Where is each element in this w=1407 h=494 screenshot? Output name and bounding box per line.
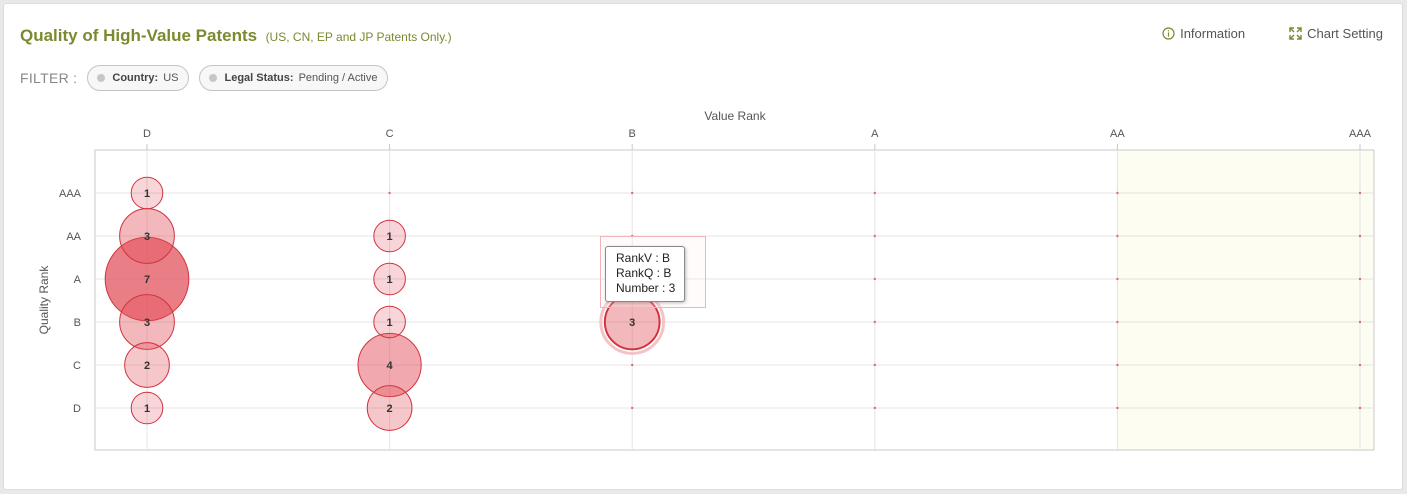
bubble-label: 1 [144, 403, 150, 415]
empty-cell-marker [631, 191, 634, 195]
empty-cell-marker [873, 406, 876, 410]
empty-cell-marker [1358, 234, 1362, 238]
x-tick-label: B [629, 128, 636, 140]
empty-cell-marker [1116, 234, 1119, 238]
chart-title: Quality of High-Value Patents [20, 26, 258, 45]
x-tick-label: AA [1110, 128, 1125, 140]
empty-cell-marker [1116, 406, 1119, 410]
plot-frame [94, 149, 1375, 451]
x-tick-label: C [386, 128, 394, 140]
empty-cell-marker [1358, 277, 1362, 281]
country-filter-value: US [163, 72, 179, 84]
chart-setting-button[interactable]: Chart Setting [1289, 26, 1383, 41]
bubble-label: 2 [144, 360, 150, 372]
bubble-label: 7 [144, 274, 150, 286]
dot-icon [97, 74, 106, 82]
bubble[interactable] [373, 262, 406, 296]
country-filter-key: Country: [112, 72, 159, 84]
empty-cell-marker [1116, 363, 1119, 367]
information-button[interactable]: Information [1162, 26, 1245, 41]
x-axis-title: Value Rank [704, 109, 766, 123]
empty-cell-marker [1358, 191, 1362, 195]
empty-cell-marker [1358, 363, 1362, 367]
empty-cell-marker [631, 363, 634, 367]
empty-cell-marker [1116, 191, 1119, 195]
empty-cell-marker [873, 234, 876, 238]
y-tick-label: D [73, 403, 81, 415]
bubble[interactable] [124, 342, 170, 388]
bubble-label: 3 [629, 317, 635, 329]
filter-label: FILTER : [20, 70, 78, 86]
bubble-label: 4 [387, 360, 394, 372]
x-tick-label: D [143, 128, 151, 140]
empty-cell-marker [1358, 406, 1362, 410]
y-tick-label: B [74, 317, 81, 329]
chart-title-row: Quality of High-Value Patents (US, CN, E… [20, 26, 452, 46]
chart-tooltip: RankV : B RankQ : B Number : 3 [605, 246, 686, 302]
bubble-label: 2 [387, 403, 393, 415]
bubble[interactable] [130, 391, 164, 425]
bubble[interactable] [366, 385, 413, 431]
chart-subtitle: (US, CN, EP and JP Patents Only.) [265, 30, 452, 44]
y-tick-label: C [73, 360, 81, 372]
y-axis-title: Quality Rank [37, 265, 51, 335]
y-tick-label: A [74, 274, 82, 286]
bubble-label: 3 [144, 317, 150, 329]
empty-cell-marker [873, 277, 876, 281]
bubble[interactable] [119, 294, 175, 350]
bubble-label: 3 [144, 231, 150, 243]
info-icon [1162, 27, 1175, 40]
y-tick-label: AA [66, 231, 81, 243]
empty-cell-marker [1358, 320, 1362, 324]
bubble[interactable] [373, 305, 406, 339]
bubble[interactable] [373, 219, 406, 253]
bubble[interactable] [357, 332, 422, 398]
empty-cell-marker [1116, 277, 1119, 281]
x-tick-label: A [871, 128, 879, 140]
empty-cell-marker [873, 320, 876, 324]
highlight-band [1117, 150, 1374, 450]
header-actions: Information Chart Setting [1162, 26, 1383, 41]
legal-status-filter-pill[interactable]: Legal Status: Pending / Active [199, 65, 389, 91]
dot-icon [209, 74, 218, 82]
bubble[interactable] [130, 176, 164, 210]
empty-cell-marker [873, 191, 876, 195]
empty-cell-marker [873, 363, 876, 367]
empty-cell-marker [631, 406, 634, 410]
bubble-label: 1 [144, 188, 150, 200]
empty-cell-marker [1116, 320, 1119, 324]
tooltip-rank-v: RankV : B [616, 251, 671, 265]
bubble[interactable] [104, 236, 190, 322]
filter-bar: FILTER : Country: US Legal Status: Pendi… [20, 65, 389, 91]
information-label: Information [1180, 26, 1246, 41]
bubble-label: 1 [387, 317, 393, 329]
bubble-label: 1 [387, 231, 393, 243]
empty-cell-marker [388, 191, 391, 195]
expand-icon [1289, 27, 1302, 40]
tooltip-number: Number : 3 [616, 281, 676, 295]
legal-status-filter-key: Legal Status: [224, 72, 294, 84]
chart-setting-label: Chart Setting [1307, 26, 1383, 41]
country-filter-pill[interactable]: Country: US [87, 65, 190, 91]
x-tick-label: AAA [1349, 128, 1372, 140]
legal-status-filter-value: Pending / Active [298, 72, 378, 84]
tooltip-rank-q: RankQ : B [616, 266, 672, 280]
bubble-label: 1 [387, 274, 393, 286]
y-tick-label: AAA [59, 188, 82, 200]
